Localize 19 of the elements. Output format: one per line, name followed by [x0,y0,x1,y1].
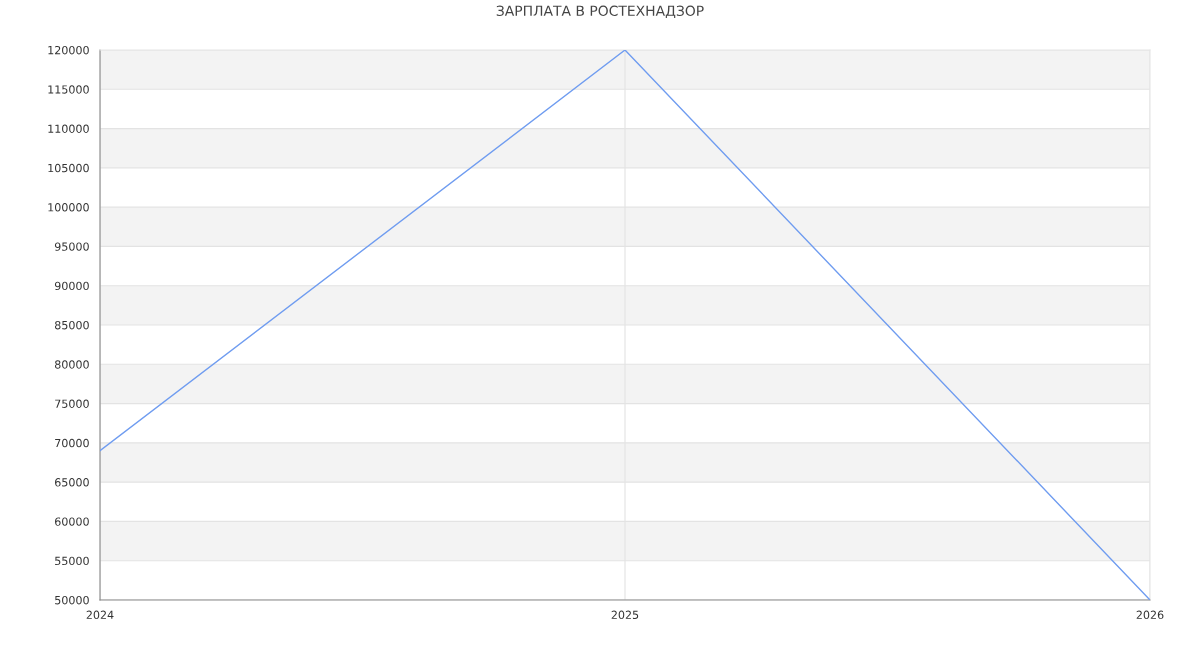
x-tick-label: 2026 [1136,610,1164,620]
y-tick-label: 65000 [55,478,89,487]
y-tick-label: 75000 [55,399,89,408]
y-tick-label: 105000 [48,163,89,173]
y-tick-label: 120000 [48,45,89,55]
y-tick-label: 110000 [48,124,89,133]
x-tick-label: 2025 [611,610,639,620]
y-tick-label: 85000 [54,320,89,330]
y-tick-label: 95000 [54,242,89,251]
x-tick-label: 2024 [86,610,114,620]
y-tick-label: 115000 [48,85,89,94]
chart-title: ЗАРПЛАТА В РОСТЕХНАДЗОР [496,5,704,19]
y-tick-label: 90000 [54,281,89,291]
y-tick-label: 60000 [55,517,89,526]
y-tick-label: 55000 [55,556,89,566]
y-tick-label: 50000 [55,595,89,605]
y-tick-label: 80000 [54,360,89,369]
y-tick-label: 70000 [55,438,89,448]
y-tick-label: 100000 [48,203,89,212]
